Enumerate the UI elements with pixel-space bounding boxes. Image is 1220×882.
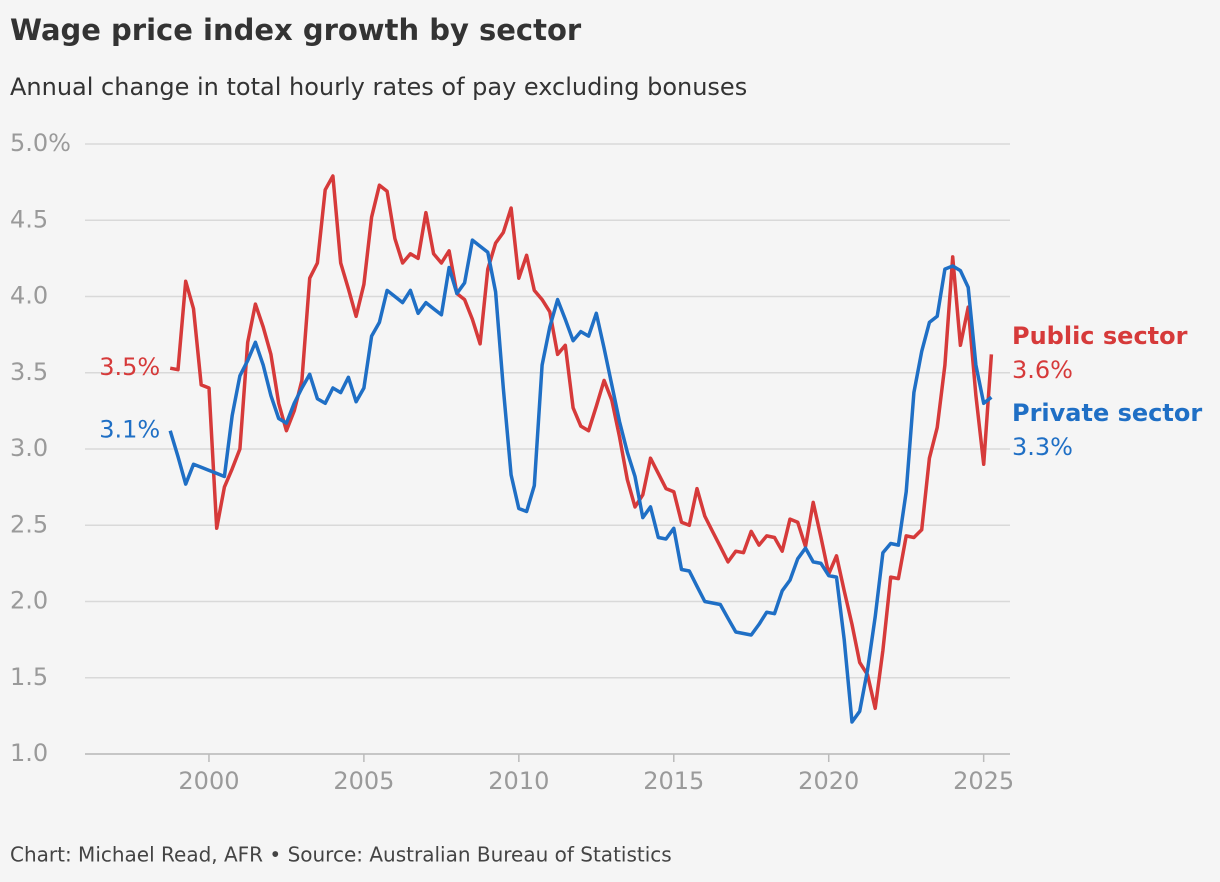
y-tick-label: 1.0 (10, 739, 48, 767)
end-label: 3.6% (1012, 356, 1073, 384)
x-tick-label: 2000 (178, 767, 239, 795)
x-tick-label: 2020 (798, 767, 859, 795)
chart-subtitle: Annual change in total hourly rates of p… (10, 73, 747, 101)
y-tick-label: 4.5 (10, 205, 48, 233)
y-tick-label: 5.0% (10, 129, 71, 157)
start-label: 3.5% (99, 353, 160, 381)
y-tick-label: 2.5 (10, 510, 48, 538)
legend-label: Public sector (1012, 322, 1188, 350)
source: Chart: Michael Read, AFR • Source: Austr… (10, 843, 672, 867)
series-line (169, 174, 994, 711)
chart-title: Wage price index growth by sector (10, 13, 582, 47)
x-tick-label: 2010 (488, 767, 549, 795)
x-tick-label: 2025 (953, 767, 1014, 795)
legend-label: Private sector (1012, 399, 1202, 427)
end-label: 3.3% (1012, 433, 1073, 461)
start-label: 3.1% (99, 416, 160, 444)
y-tick-label: 4.0 (10, 282, 48, 310)
series-line (168, 238, 993, 724)
y-tick-label: 1.5 (10, 663, 48, 691)
y-tick-label: 3.0 (10, 434, 48, 462)
x-tick-label: 2005 (333, 767, 394, 795)
y-tick-label: 3.5 (10, 358, 48, 386)
x-tick-label: 2015 (643, 767, 704, 795)
y-tick-label: 2.0 (10, 587, 48, 615)
